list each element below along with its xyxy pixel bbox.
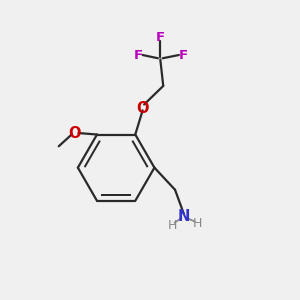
Text: F: F xyxy=(134,49,143,62)
Text: F: F xyxy=(179,49,188,62)
Text: H: H xyxy=(167,219,177,232)
Text: H: H xyxy=(192,217,202,230)
Text: F: F xyxy=(156,31,165,44)
Text: O: O xyxy=(69,125,81,140)
Text: O: O xyxy=(136,100,149,116)
Text: N: N xyxy=(178,209,190,224)
